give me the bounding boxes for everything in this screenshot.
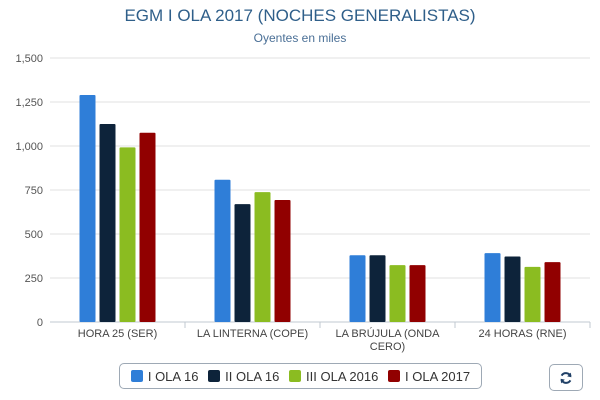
legend-label: I OLA 2017: [405, 368, 471, 384]
x-tick-label: 24 HORAS (RNE): [478, 328, 566, 340]
bar: [119, 147, 136, 322]
bar: [409, 265, 426, 322]
legend-item[interactable]: I OLA 2017: [388, 369, 470, 384]
chart-title: EGM I OLA 2017 (NOCHES GENERALISTAS): [124, 6, 476, 25]
legend-label: I OLA 16: [147, 368, 199, 384]
refresh-button[interactable]: [549, 364, 583, 391]
bar: [524, 266, 541, 322]
x-tick-label: LA LINTERNA (COPE): [197, 328, 308, 340]
legend-swatch: [208, 370, 221, 382]
legend-swatch: [130, 370, 143, 382]
y-tick-label: 0: [37, 317, 43, 329]
legend-item[interactable]: II OLA 16: [208, 369, 279, 384]
chart-plot-area: 0 250 500 750 1,000 1,250 1,500 HORA 25 (SER) LA…: [15, 53, 591, 353]
legend-label: III OLA 2016: [306, 368, 379, 384]
y-tick-label: 250: [25, 273, 43, 285]
bar: [234, 204, 251, 322]
bar: [254, 192, 271, 322]
y-tick-label: 1,000: [15, 141, 43, 153]
bar: [139, 132, 156, 322]
legend-swatch: [289, 370, 302, 382]
bar: [544, 262, 561, 322]
bar: [274, 200, 291, 322]
y-tick-label: 1,250: [15, 97, 43, 109]
bar: [214, 179, 231, 322]
legend-item[interactable]: III OLA 2016: [289, 369, 378, 384]
x-tick-label: LA BRÚJULA (ONDA CERO): [336, 327, 441, 353]
legend-swatch: [388, 370, 401, 382]
chart-subtitle: Oyentes en miles: [253, 31, 347, 45]
bar: [484, 253, 501, 322]
y-tick-label: 500: [25, 229, 43, 241]
bar: [79, 94, 96, 323]
legend-item[interactable]: I OLA 16: [130, 368, 199, 384]
y-tick-label: 750: [25, 185, 43, 197]
bar: [389, 265, 406, 322]
y-tick-label: 1,500: [15, 53, 43, 65]
bar: [349, 255, 366, 322]
bar: [369, 255, 386, 322]
bar: [99, 124, 116, 322]
x-tick-label: HORA 25 (SER): [78, 328, 157, 340]
refresh-icon: [560, 371, 572, 384]
legend-label: II OLA 16: [225, 368, 280, 384]
bar: [504, 256, 521, 322]
chart-legend: I OLA 16 II OLA 16 III OLA 2016 I OLA 2017: [119, 363, 482, 389]
